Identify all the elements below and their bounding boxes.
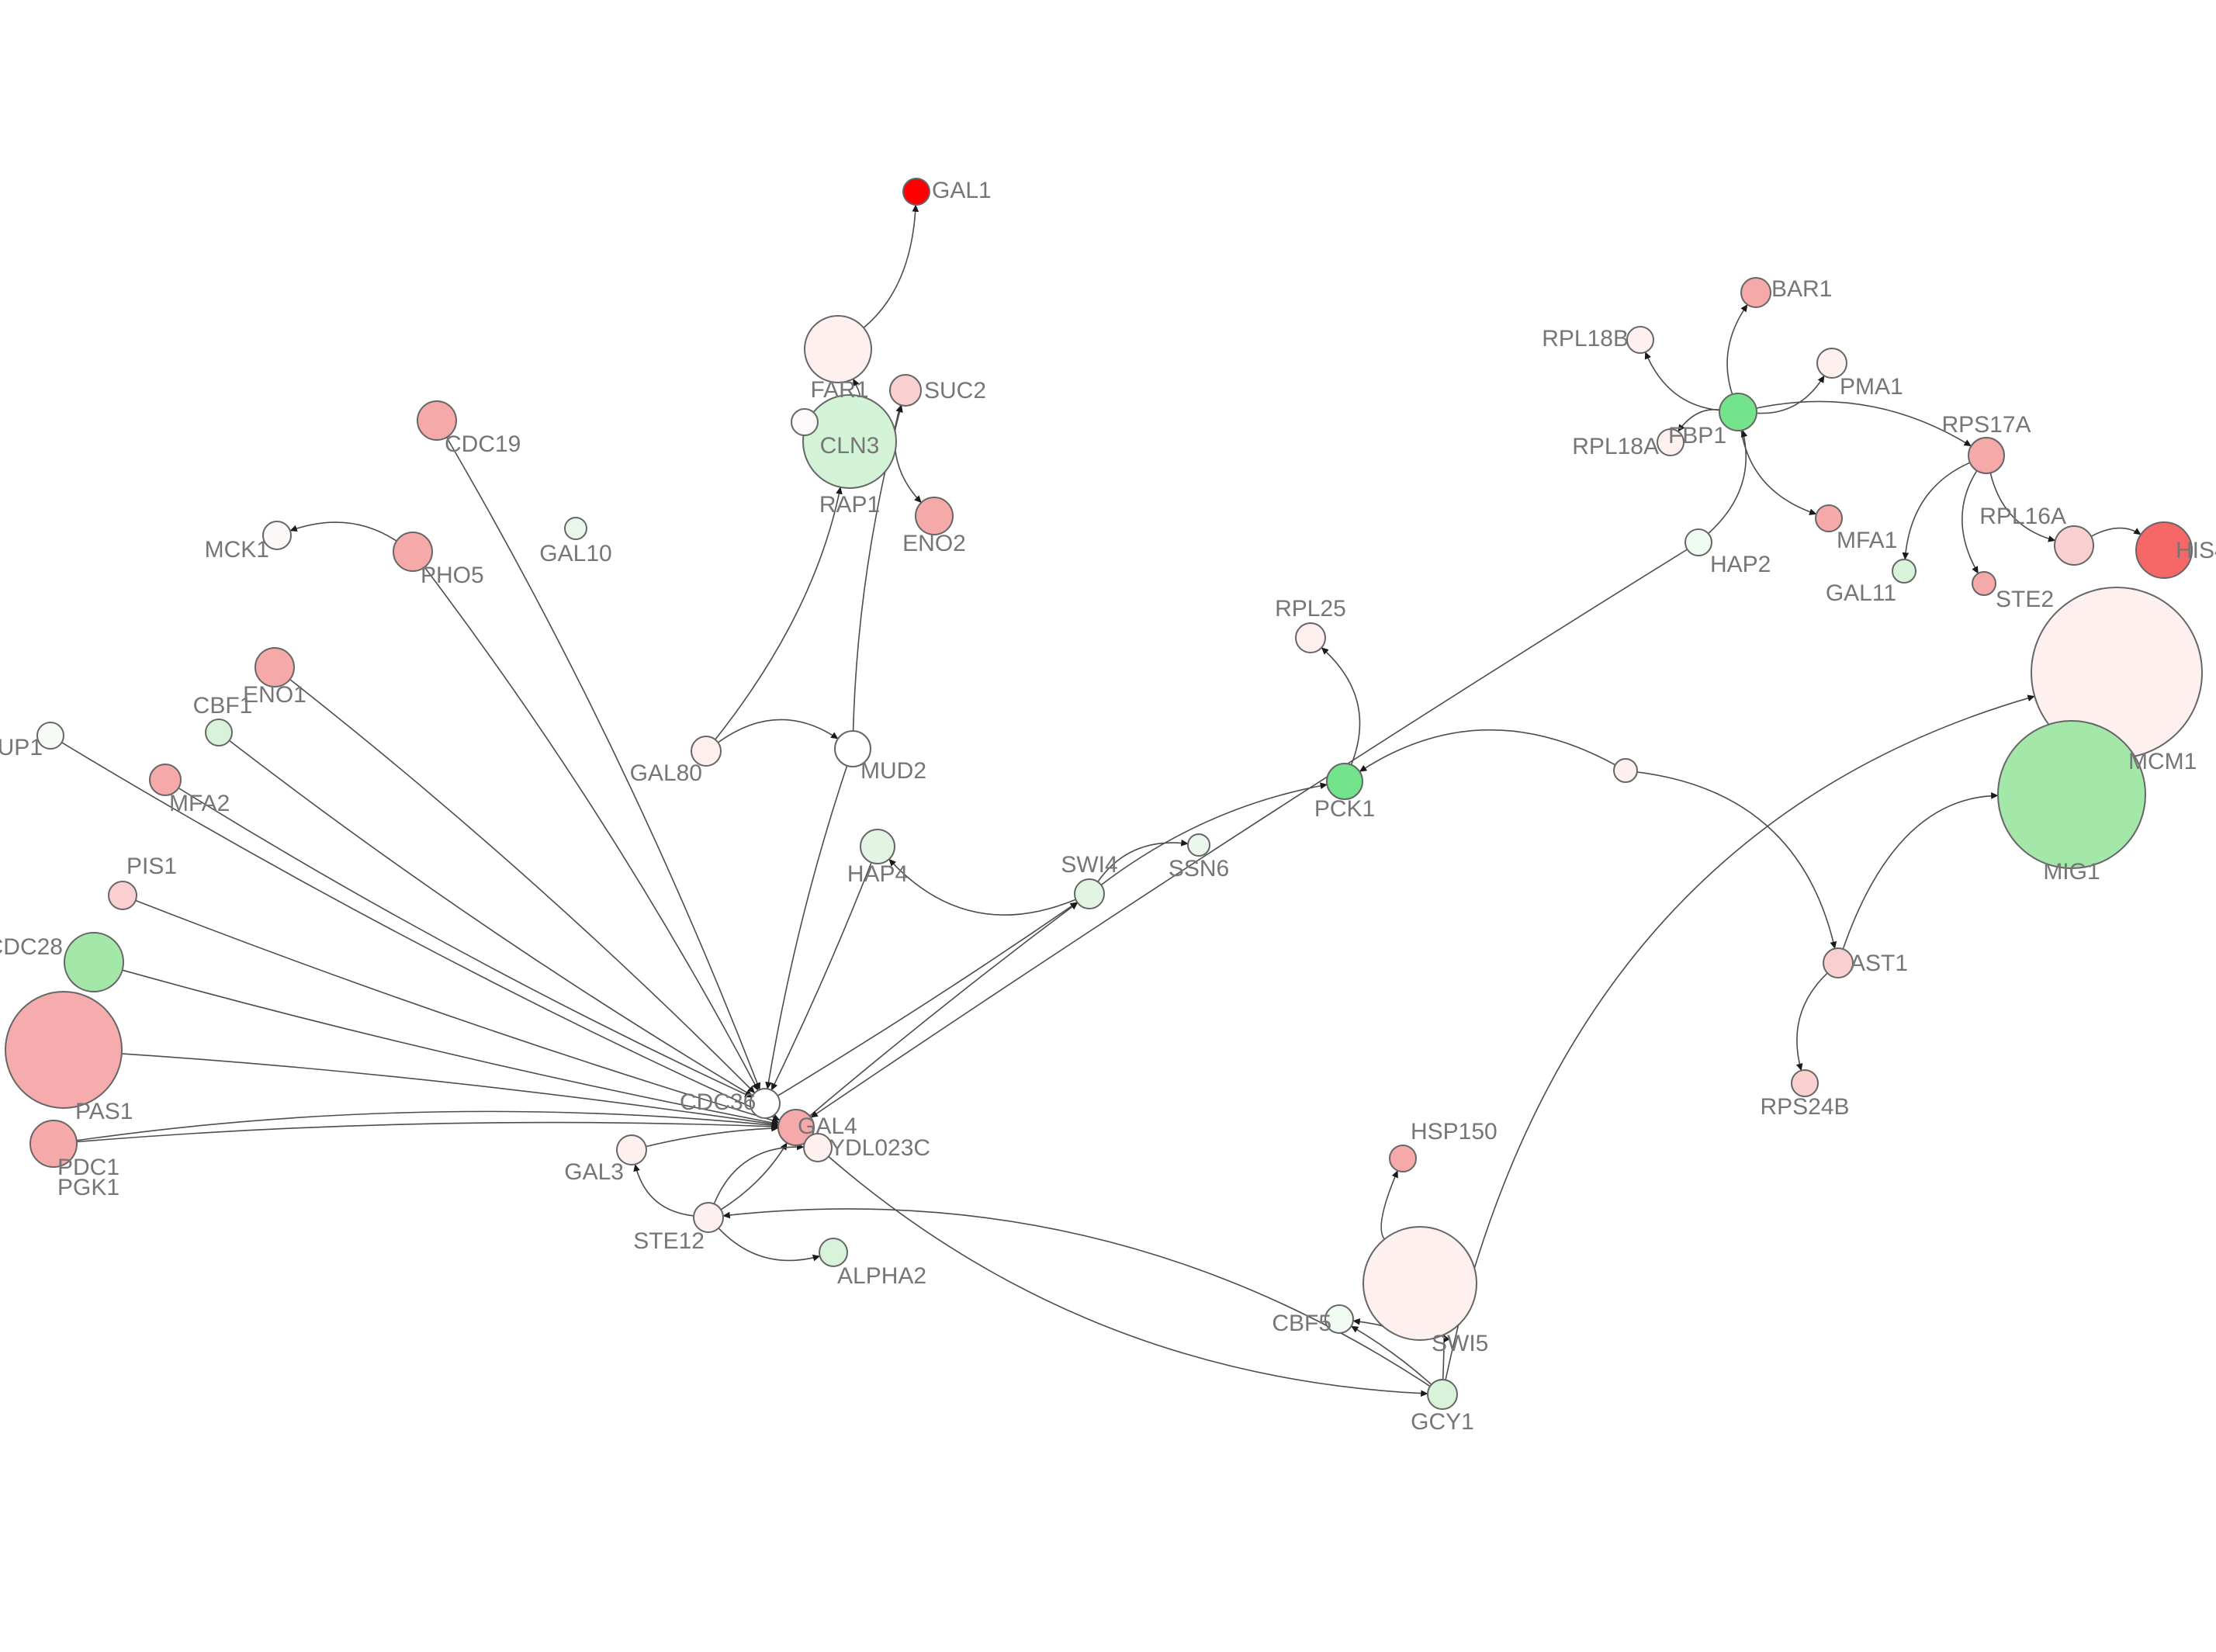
svg-text:RAP1: RAP1 <box>819 492 880 518</box>
svg-text:ALPHA2: ALPHA2 <box>837 1263 926 1289</box>
svg-text:HIS4: HIS4 <box>2176 538 2216 563</box>
svg-text:RPL25: RPL25 <box>1275 596 1346 622</box>
svg-text:CDC19: CDC19 <box>445 431 521 457</box>
svg-text:RPS24B: RPS24B <box>1760 1094 1849 1120</box>
svg-text:GAL10: GAL10 <box>539 541 611 566</box>
svg-text:MUD2: MUD2 <box>860 758 926 784</box>
svg-text:SWI5: SWI5 <box>1432 1331 1488 1356</box>
svg-text:SWI4: SWI4 <box>1061 852 1117 878</box>
svg-text:PIS1: PIS1 <box>126 854 177 879</box>
svg-text:PMA1: PMA1 <box>1840 374 1903 400</box>
svg-text:CDC36: CDC36 <box>680 1089 756 1115</box>
svg-text:HAP4: HAP4 <box>847 861 908 887</box>
svg-text:MCM1: MCM1 <box>2128 749 2197 774</box>
svg-text:PAS1: PAS1 <box>75 1099 133 1124</box>
svg-text:MIG1: MIG1 <box>2043 859 2100 885</box>
svg-text:ENO2: ENO2 <box>902 531 966 556</box>
svg-text:MFA2: MFA2 <box>169 791 230 816</box>
svg-text:SUC2: SUC2 <box>924 378 986 403</box>
svg-text:MCK1: MCK1 <box>205 537 269 563</box>
svg-text:PCK1: PCK1 <box>1314 796 1375 822</box>
svg-text:RPL18B: RPL18B <box>1542 326 1629 352</box>
svg-text:GAL11: GAL11 <box>1826 580 1896 606</box>
svg-text:FBP1: FBP1 <box>1668 423 1726 448</box>
svg-text:STE12: STE12 <box>633 1228 705 1254</box>
svg-text:CBF5: CBF5 <box>1272 1311 1331 1336</box>
svg-text:STE2: STE2 <box>1996 587 2054 612</box>
svg-text:YDL023C: YDL023C <box>829 1135 930 1161</box>
svg-text:RPS17A: RPS17A <box>1941 412 2031 438</box>
svg-text:PHO5: PHO5 <box>421 563 484 588</box>
svg-text:CLN3: CLN3 <box>820 433 880 459</box>
svg-text:RPL18A: RPL18A <box>1572 434 1659 459</box>
svg-text:CBF1: CBF1 <box>193 693 253 719</box>
svg-text:GAL3: GAL3 <box>564 1159 624 1185</box>
svg-text:AST1: AST1 <box>1850 951 1908 976</box>
svg-text:CDC28: CDC28 <box>0 934 63 960</box>
svg-text:GAL1: GAL1 <box>932 178 992 203</box>
svg-text:ENO1: ENO1 <box>243 682 306 708</box>
svg-text:MFA1: MFA1 <box>1837 528 1897 553</box>
svg-text:HAP2: HAP2 <box>1710 552 1771 577</box>
svg-text:SSN6: SSN6 <box>1169 856 1229 881</box>
svg-text:PGK1: PGK1 <box>57 1175 119 1200</box>
svg-text:FAR1: FAR1 <box>810 377 868 403</box>
svg-text:HSP150: HSP150 <box>1411 1119 1498 1145</box>
svg-text:GAL80: GAL80 <box>630 760 702 786</box>
svg-text:RPL16A: RPL16A <box>1979 504 2066 529</box>
svg-text:GCY1: GCY1 <box>1411 1409 1474 1435</box>
svg-text:TUP1: TUP1 <box>0 735 43 760</box>
svg-text:BAR1: BAR1 <box>1771 276 1832 302</box>
